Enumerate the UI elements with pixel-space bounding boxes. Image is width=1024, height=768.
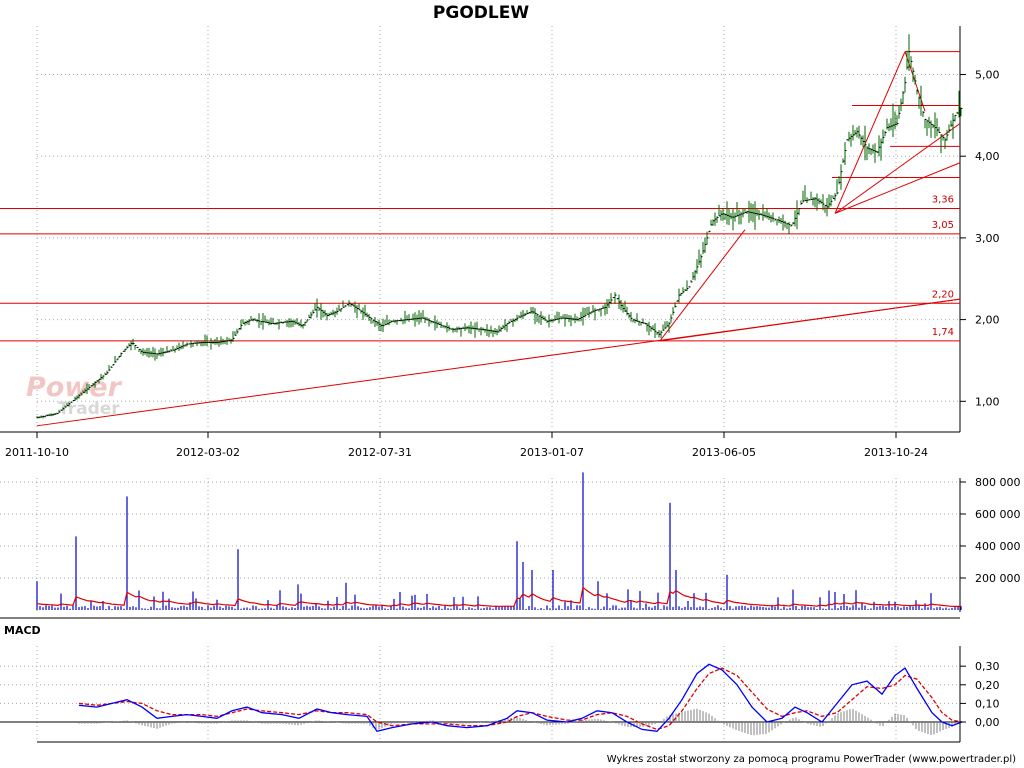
price-tick-label: 4,00	[975, 150, 1000, 163]
date-tick-label: 2012-03-02	[176, 446, 240, 459]
macd-line	[78, 663, 963, 733]
price-series	[36, 34, 963, 419]
macd-label: MACD	[4, 624, 41, 637]
trend-line	[834, 51, 906, 214]
volume-tick-label: 800 000	[975, 476, 1021, 489]
level-label: 2,20	[932, 289, 954, 300]
volume-average-line	[36, 586, 961, 608]
price-tick-label: 5,00	[975, 69, 1000, 82]
date-tick-label: 2013-06-05	[692, 446, 756, 459]
price-tick-label: 3,00	[975, 232, 1000, 245]
level-label: 3,05	[932, 220, 954, 231]
macd-tick-label: 0,00	[975, 716, 1000, 729]
macd-tick-label: 0,10	[975, 697, 1000, 710]
grid-lines	[0, 26, 960, 742]
trend-line	[834, 162, 961, 214]
support-resistance-lines: 3,36 3,05 2,20 1,74	[0, 51, 960, 342]
macd-series	[78, 663, 963, 736]
date-tick-label: 2012-07-31	[348, 446, 412, 459]
volume-axis-ticks: 200 000 400 000 600 000 800 000	[960, 476, 1021, 585]
trend-line	[659, 229, 746, 342]
level-label: 1,74	[932, 327, 954, 338]
macd-tick-label: 0,30	[975, 660, 1000, 673]
date-tick-label: 2013-10-24	[864, 446, 928, 459]
volume-tick-label: 400 000	[975, 540, 1021, 553]
date-tick-label: 2011-10-10	[5, 446, 69, 459]
watermark-trader: Trader	[58, 399, 120, 419]
watermark-power: Power	[26, 372, 123, 403]
macd-axis-ticks: 0,00 0,10 0,20 0,30	[960, 660, 1000, 729]
volume-bars	[36, 472, 962, 610]
footer-credit: Wykres został stworzony za pomocą progra…	[607, 754, 1016, 765]
price-tick-label: 1,00	[975, 395, 1000, 408]
volume-tick-label: 200 000	[975, 572, 1021, 585]
chart-title: PGODLEW	[433, 3, 529, 23]
trend-line	[659, 298, 961, 342]
price-axis-ticks: 1,00 2,00 3,00 4,00 5,00	[960, 69, 1000, 408]
price-tick-label: 2,00	[975, 314, 1000, 327]
trend-line	[834, 123, 961, 214]
macd-signal-line	[78, 667, 963, 731]
panel-frames	[0, 26, 961, 743]
date-axis-ticks: 2011-10-10 2012-03-02 2012-07-31 2013-01-07…	[5, 432, 928, 459]
level-label: 3,36	[932, 194, 954, 205]
trend-lines	[36, 51, 961, 427]
macd-tick-label: 0,20	[975, 679, 1000, 692]
date-tick-label: 2013-01-07	[520, 446, 584, 459]
volume-tick-label: 600 000	[975, 508, 1021, 521]
